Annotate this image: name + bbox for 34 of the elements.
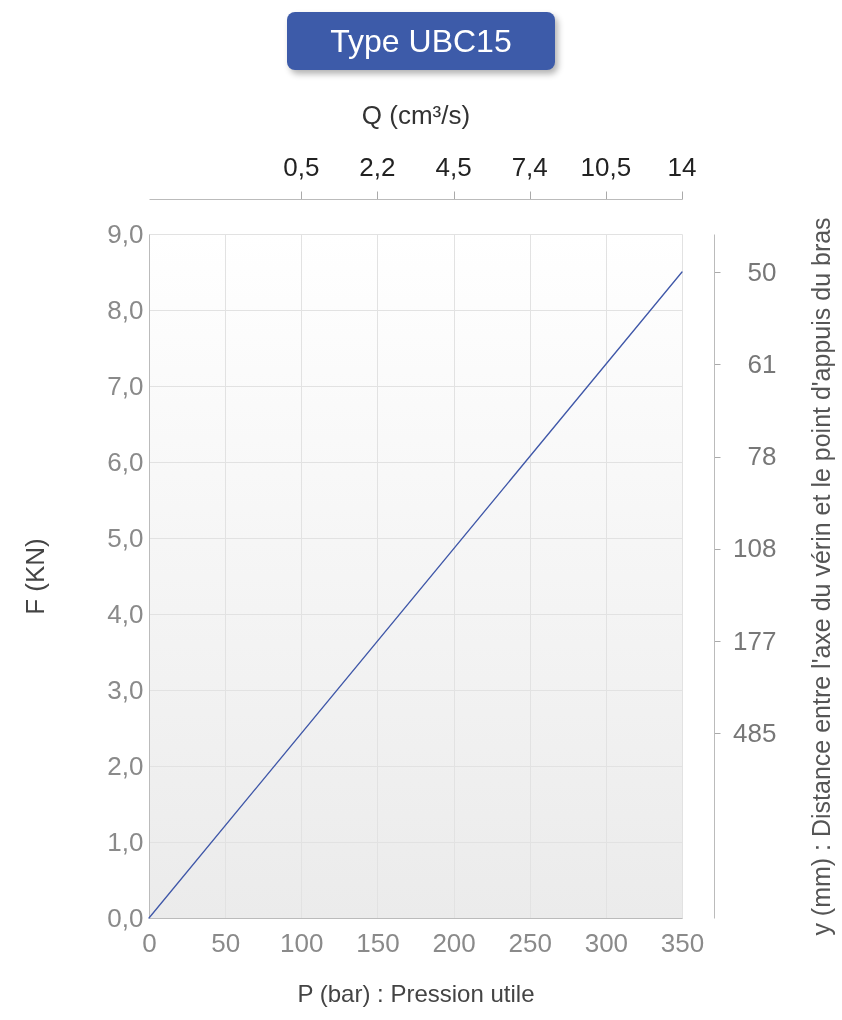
- y-tick-label: 4,0: [107, 598, 144, 629]
- text: 14: [667, 152, 697, 182]
- category-label: 78: [747, 441, 777, 472]
- y-tick-label: 9,0: [107, 218, 144, 249]
- y-tick-label: 0,0: [107, 902, 144, 933]
- y-tick-label: 3,0: [107, 674, 144, 705]
- y-tick-label: 6,0: [107, 446, 144, 477]
- x-tick-label: 150: [356, 927, 400, 958]
- x-tick-label: 300: [584, 927, 629, 958]
- category-label: 61: [747, 348, 777, 379]
- category-label: 485: [733, 717, 777, 748]
- y-tick-label: 5,0: [107, 522, 144, 553]
- y-tick-label: 2,0: [107, 750, 144, 781]
- y2-axis-title: y (mm) : Distance entre l'axe du vérin et le point d'appuis du bras: [806, 217, 835, 936]
- text: 7,4: [511, 152, 548, 182]
- category-label: 108: [733, 533, 777, 564]
- x-tick-label: 250: [508, 927, 552, 958]
- text: 10,5: [580, 152, 632, 182]
- x2-axis-title: Q (cm³/s): [361, 100, 471, 130]
- x-axis-title: P (bar) : Pression utile: [297, 979, 535, 1007]
- x-tick-label: 200: [432, 927, 476, 958]
- y-tick-label: 7,0: [107, 370, 144, 401]
- text: 0,5: [283, 152, 320, 182]
- y-axis-title: F (KN): [20, 538, 51, 615]
- text: 2,2: [359, 152, 396, 182]
- x-tick-label: 100: [280, 927, 324, 958]
- x-tick-label: 0: [142, 927, 157, 958]
- category-label: 50: [747, 256, 777, 287]
- y-tick-label: 8,0: [107, 294, 144, 325]
- text: 4,5: [435, 152, 472, 182]
- category-label: 177: [733, 625, 777, 656]
- x-tick-label: 350: [660, 927, 705, 958]
- x-tick-label: 50: [211, 927, 241, 958]
- y-tick-label: 1,0: [107, 826, 144, 857]
